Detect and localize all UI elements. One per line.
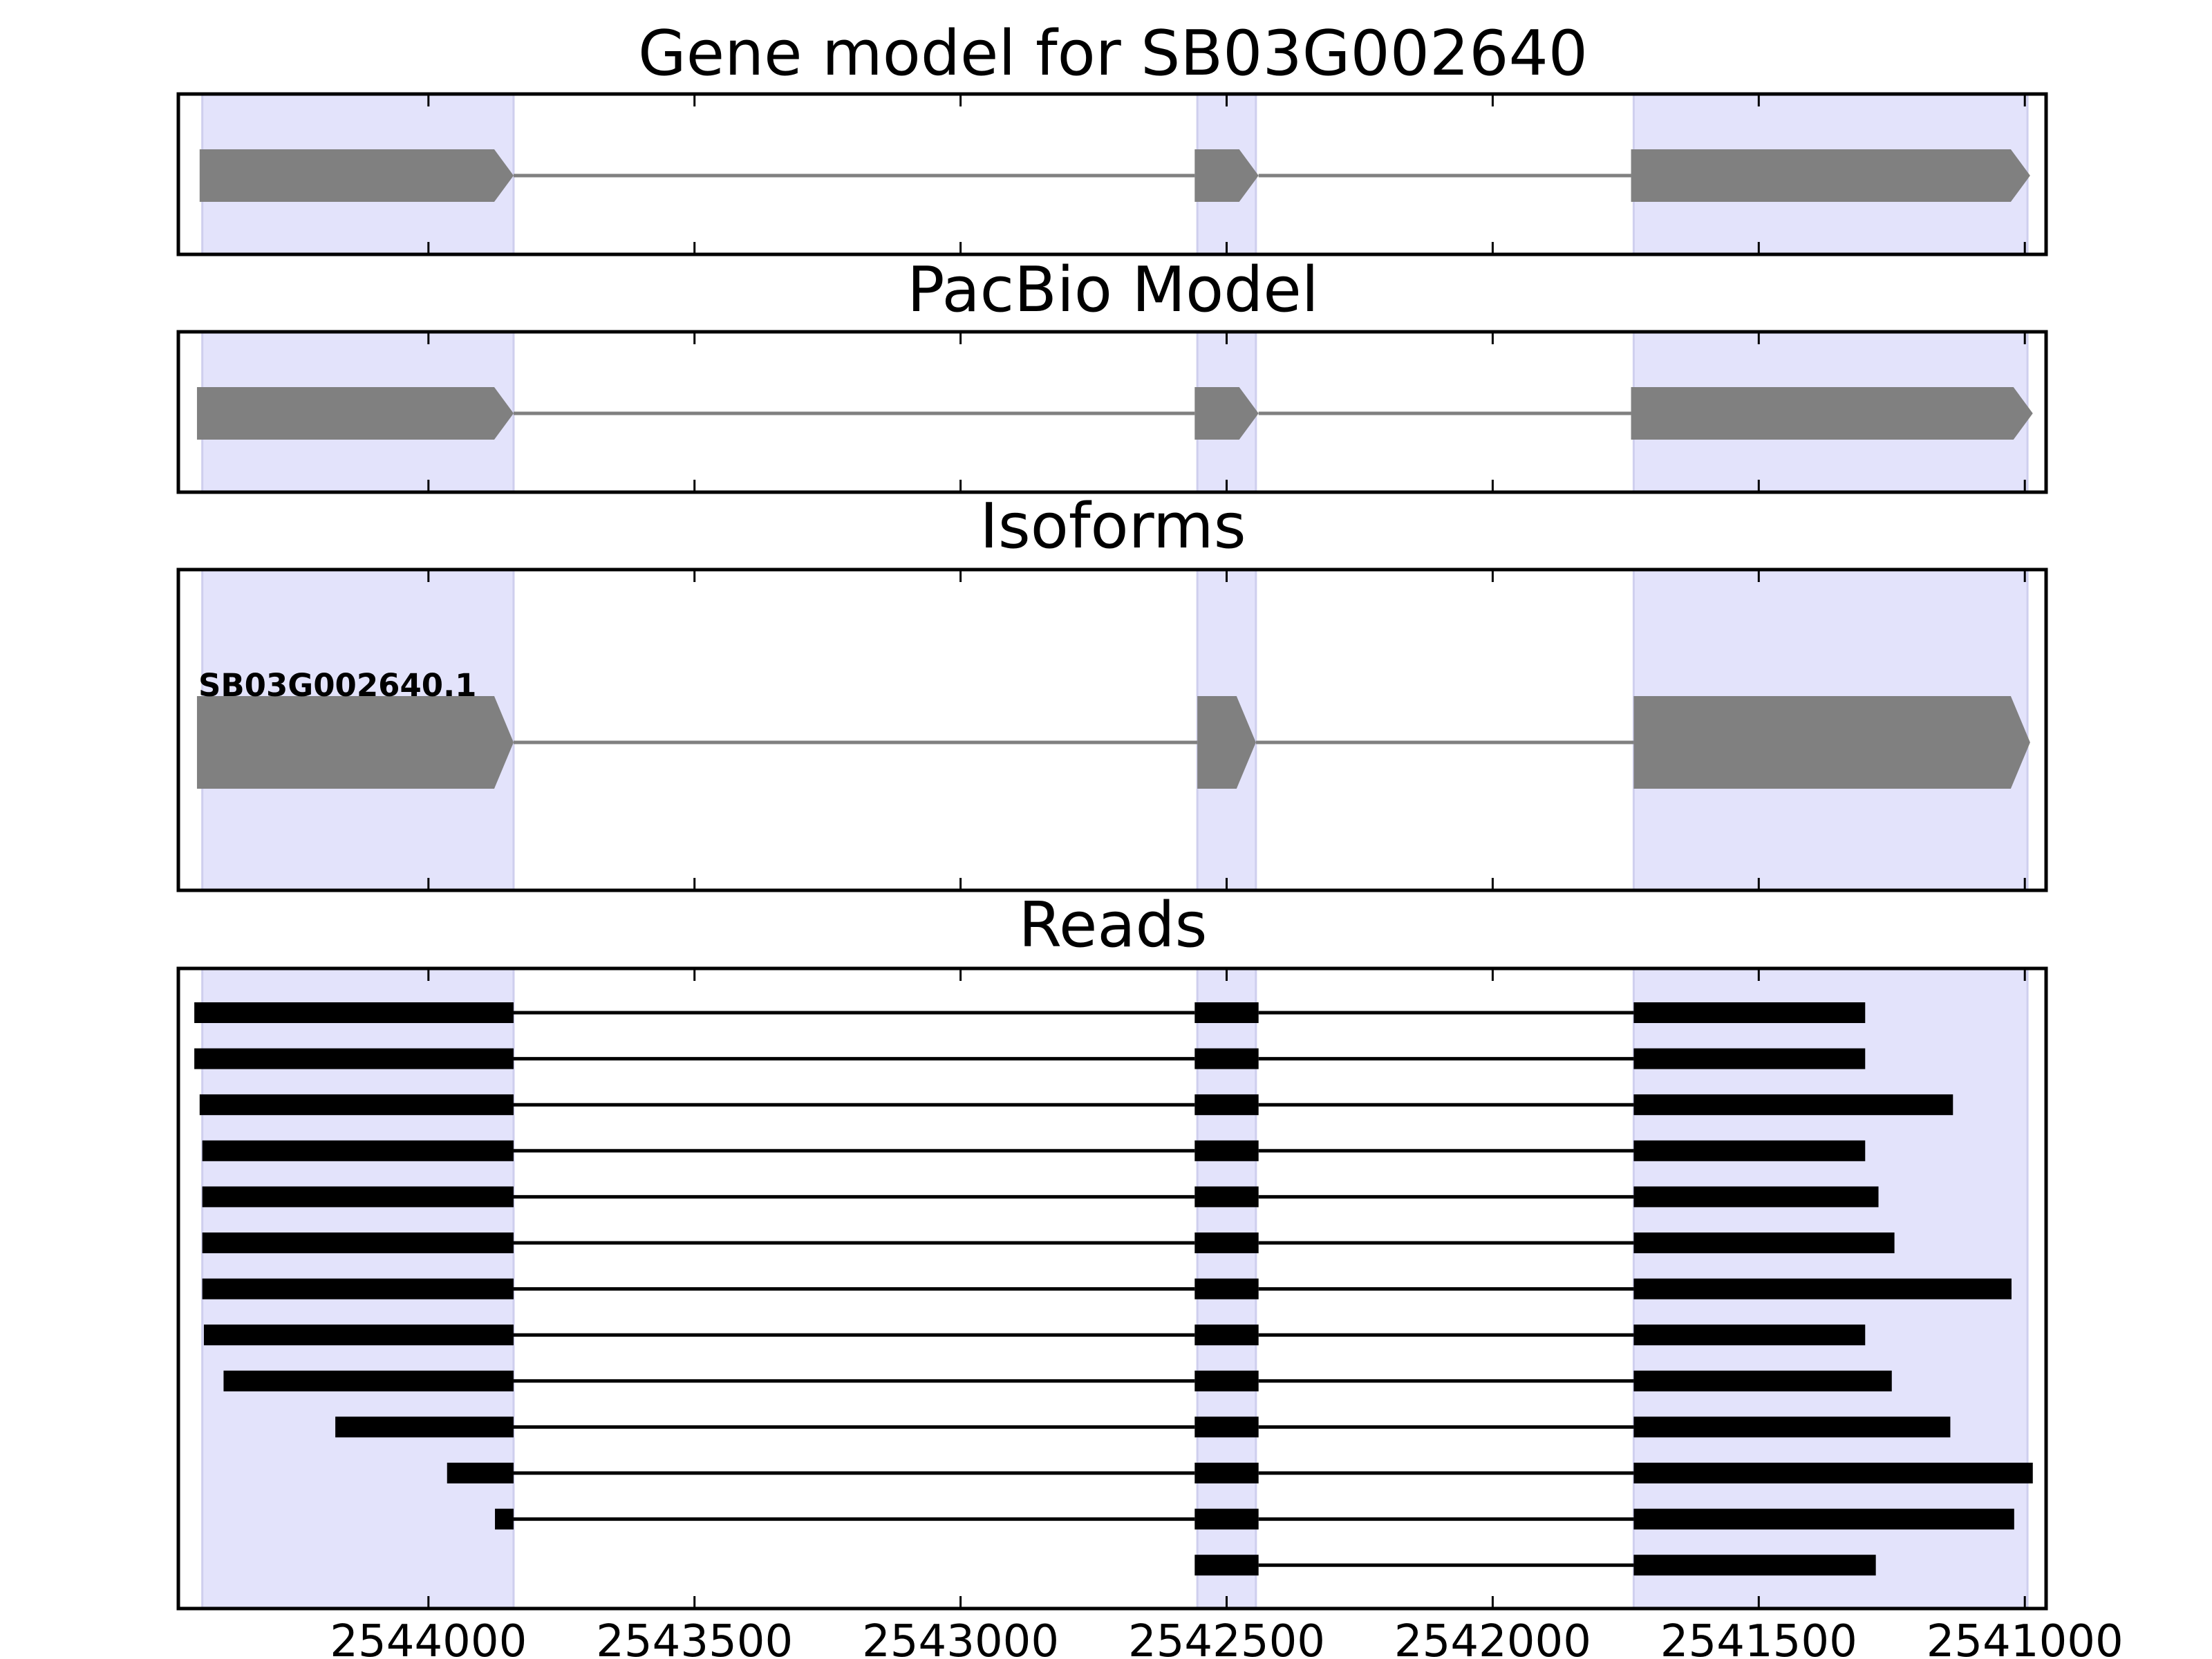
read-row xyxy=(202,1140,1866,1161)
exon-arrow xyxy=(1633,696,2030,789)
panel-title-isoforms: Isoforms xyxy=(980,490,1246,563)
read-exon-block xyxy=(1633,1002,1866,1023)
x-tick-label: 2542500 xyxy=(1128,1616,1325,1659)
isoform-label: SB03G002640.1 xyxy=(198,667,477,704)
read-exon-block xyxy=(1633,1416,1951,1438)
read-row xyxy=(194,1002,1866,1023)
read-exon-block xyxy=(1194,1508,1259,1530)
read-exon-block xyxy=(1633,1140,1866,1161)
read-row xyxy=(194,1048,1866,1069)
panel-frame xyxy=(176,966,2048,1611)
panel-frame xyxy=(176,330,2048,494)
read-row xyxy=(202,1232,1895,1253)
read-row xyxy=(202,1186,1879,1208)
panel-title-gene-model: Gene model for SB03G002640 xyxy=(638,17,1588,90)
read-exon-block xyxy=(1633,1186,1879,1208)
read-exon-block xyxy=(1194,1555,1259,1576)
read-exon-block xyxy=(194,1048,514,1069)
exon-arrow xyxy=(1194,387,1259,440)
read-exon-block xyxy=(223,1370,514,1391)
panel-pacbio-model xyxy=(176,330,2048,494)
x-tick-label: 2543000 xyxy=(862,1616,1059,1659)
read-exon-block xyxy=(1194,1232,1259,1253)
read-exon-block xyxy=(1194,1416,1259,1438)
read-exon-block xyxy=(1194,1278,1259,1300)
exon-arrow xyxy=(196,387,514,440)
read-exon-block xyxy=(447,1463,514,1483)
panel-reads xyxy=(176,966,2048,1611)
read-exon-block xyxy=(1633,1048,1866,1069)
read-row xyxy=(495,1508,2014,1530)
read-exon-block xyxy=(335,1416,514,1438)
read-row xyxy=(447,1463,2033,1483)
panel-frame xyxy=(176,568,2048,892)
exon-arrow xyxy=(1197,696,1256,789)
x-tick-label: 2543500 xyxy=(596,1616,793,1659)
read-exon-block xyxy=(202,1232,514,1253)
x-axis-tick-labels: 2544000 2543500 2543000 2542500 2542000 25415… xyxy=(330,1616,2123,1659)
read-exon-block xyxy=(1633,1370,1892,1391)
read-exon-block xyxy=(1194,1048,1259,1069)
read-exon-block xyxy=(194,1002,514,1023)
read-exon-block xyxy=(1194,1140,1259,1161)
read-exon-block xyxy=(1633,1094,1953,1116)
panel-title-pacbio-model: PacBio Model xyxy=(907,254,1319,326)
x-tick-label: 2541000 xyxy=(1927,1616,2124,1659)
read-exon-block xyxy=(1633,1508,2014,1530)
read-exon-block xyxy=(202,1278,514,1300)
read-exon-block xyxy=(1194,1463,1259,1483)
panel-title-reads: Reads xyxy=(1018,889,1207,962)
read-exon-block xyxy=(1194,1094,1259,1116)
panel-frame xyxy=(176,92,2048,256)
read-exon-block xyxy=(202,1186,514,1208)
read-exon-block xyxy=(1633,1463,2033,1483)
read-row xyxy=(223,1370,1892,1391)
read-row xyxy=(1194,1555,1876,1576)
read-exon-block xyxy=(1194,1324,1259,1346)
read-row xyxy=(202,1278,2012,1300)
x-tick-label: 2542000 xyxy=(1394,1616,1591,1659)
read-exon-block xyxy=(202,1140,514,1161)
read-exon-block xyxy=(199,1094,514,1116)
exon-arrow xyxy=(196,696,514,789)
read-exon-block xyxy=(1633,1278,2012,1300)
read-row xyxy=(335,1416,1951,1438)
read-row xyxy=(199,1094,1953,1116)
read-exon-block xyxy=(1194,1370,1259,1391)
x-tick-label: 2544000 xyxy=(330,1616,527,1659)
panel-isoforms: SB03G002640.1 xyxy=(176,568,2048,892)
read-exon-block xyxy=(203,1324,514,1346)
read-exon-block xyxy=(1633,1324,1866,1346)
exon-arrow xyxy=(1631,387,2033,440)
read-row xyxy=(203,1324,1866,1346)
exon-arrow xyxy=(1631,149,2030,202)
exon-arrow xyxy=(1194,149,1259,202)
read-exon-block xyxy=(495,1508,514,1530)
panel-gene-model xyxy=(176,92,2048,256)
read-exon-block xyxy=(1194,1002,1259,1023)
exon-arrow xyxy=(199,149,514,202)
x-tick-label: 2541500 xyxy=(1660,1616,1857,1659)
read-exon-block xyxy=(1633,1232,1895,1253)
read-exon-block xyxy=(1633,1555,1876,1576)
read-exon-block xyxy=(1194,1186,1259,1208)
